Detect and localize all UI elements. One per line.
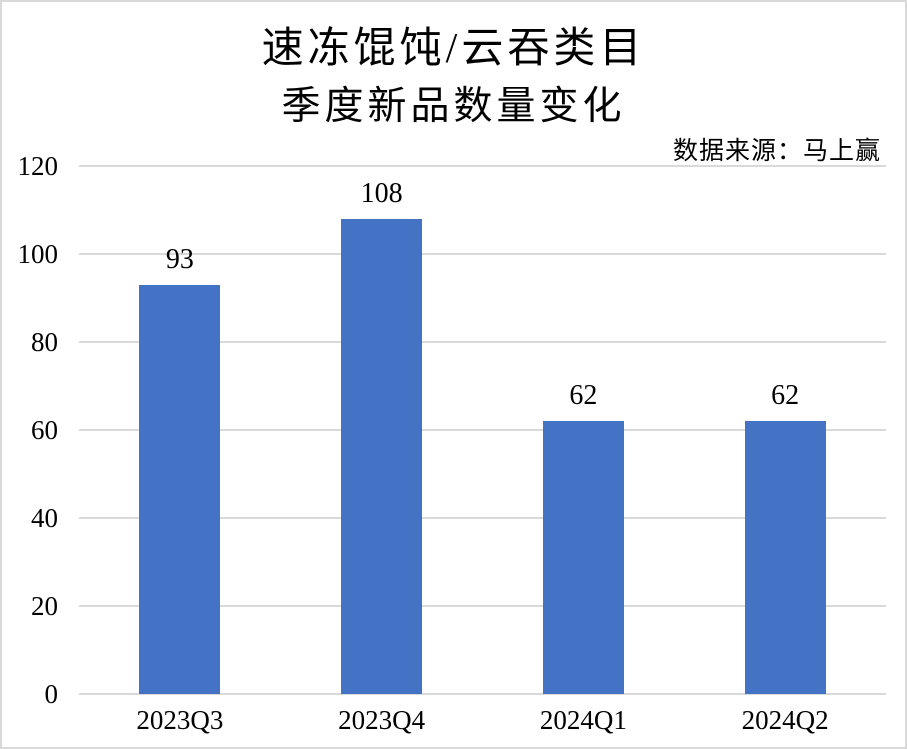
y-axis: 0 20 40 60 80 100 120 (2, 2, 59, 747)
gridline-40 (79, 517, 886, 519)
x-axis-tick-label-2023Q4: 2023Q4 (338, 705, 426, 735)
y-axis-tick-label-40: 40 (31, 503, 58, 533)
bar-2023Q3 (139, 284, 221, 694)
bar-2024Q1 (542, 421, 624, 694)
gridline-60 (79, 429, 886, 431)
gridline-120 (79, 165, 886, 167)
plot-area: 93 108 62 62 (79, 165, 886, 695)
bar-value-label-2023Q3: 93 (165, 243, 194, 275)
y-axis-tick-label-100: 100 (17, 239, 59, 269)
y-axis-tick-label-120: 120 (17, 151, 59, 181)
x-axis: 2023Q3 2023Q4 2024Q1 2024Q2 (79, 704, 886, 744)
y-axis-tick-label-60: 60 (31, 415, 58, 445)
source-note: 数据来源：马上赢 (672, 138, 881, 165)
bar-value-label-2024Q2: 62 (771, 380, 800, 412)
bar-value-label-2023Q4: 108 (360, 177, 403, 209)
gridline-100 (79, 253, 886, 255)
gridline-0 (79, 693, 886, 695)
y-axis-tick-label-80: 80 (31, 327, 58, 357)
y-axis-tick-label-0: 0 (44, 679, 59, 709)
chart-title-line2: 季度新品数量变化 (281, 85, 626, 129)
bar-2023Q4 (341, 218, 423, 694)
bar-2024Q2 (744, 421, 826, 694)
x-axis-tick-label-2024Q1: 2024Q1 (539, 705, 627, 735)
bar-value-label-2024Q1: 62 (569, 380, 598, 412)
gridline-20 (79, 605, 886, 607)
x-axis-tick-label-2024Q2: 2024Q2 (741, 705, 829, 735)
chart-title-line1: 速冻馄饨/云吞类目 (261, 26, 646, 72)
gridline-80 (79, 341, 886, 343)
x-axis-tick-label-2023Q3: 2023Q3 (136, 705, 224, 735)
chart-title: 速冻馄饨/云吞类目 季度新品数量变化 (2, 24, 905, 131)
y-axis-tick-label-20: 20 (31, 591, 58, 621)
